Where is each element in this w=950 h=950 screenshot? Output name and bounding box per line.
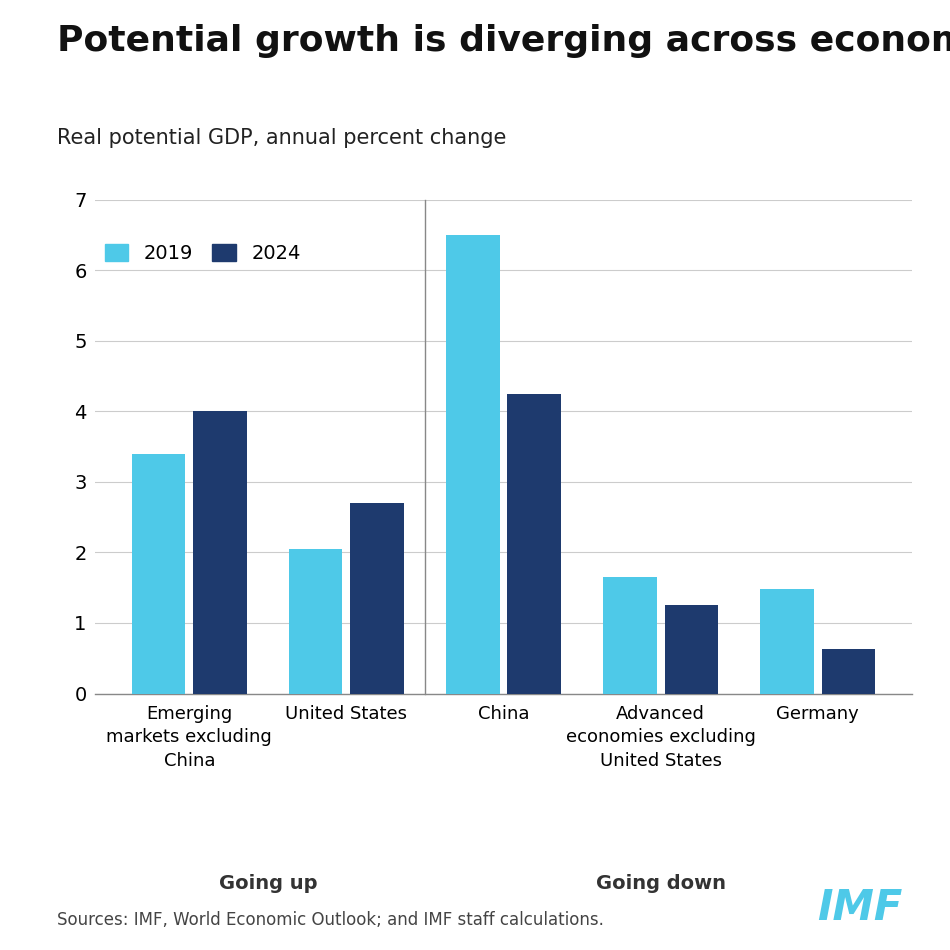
Bar (507, 393, 560, 694)
Bar (446, 235, 500, 694)
Text: Going down: Going down (596, 874, 726, 893)
Legend: 2019, 2024: 2019, 2024 (104, 244, 301, 263)
Bar (665, 605, 718, 694)
Bar (603, 577, 656, 694)
Bar (132, 453, 185, 694)
Text: IMF: IMF (817, 887, 902, 929)
Text: Real potential GDP, annual percent change: Real potential GDP, annual percent chang… (57, 128, 506, 148)
Bar (760, 589, 814, 694)
Bar (289, 549, 342, 694)
Bar (351, 503, 404, 694)
Text: Going up: Going up (218, 874, 317, 893)
Text: Sources: IMF, World Economic Outlook; and IMF staff calculations.: Sources: IMF, World Economic Outlook; an… (57, 911, 604, 929)
Bar (193, 411, 247, 694)
Text: Potential growth is diverging across economies: Potential growth is diverging across eco… (57, 24, 950, 58)
Bar (822, 649, 875, 694)
